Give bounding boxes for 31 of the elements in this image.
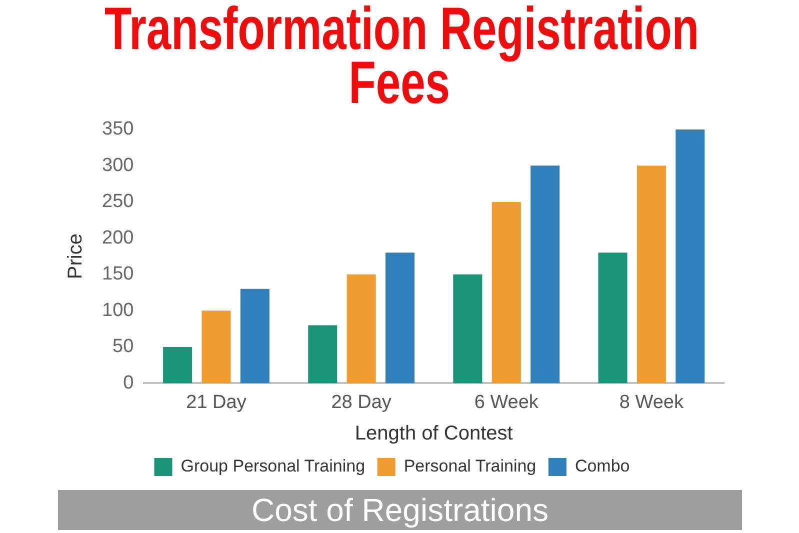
- bar: [453, 274, 482, 384]
- bar: [530, 166, 560, 384]
- bar: [385, 252, 415, 384]
- x-tick-label: 28 Day: [331, 392, 392, 413]
- y-axis-title: Price: [64, 234, 87, 280]
- x-axis-title: Length of Contest: [354, 422, 514, 445]
- bar: [308, 325, 338, 384]
- y-tick-label: 0: [123, 372, 134, 394]
- y-tick-label: 250: [102, 191, 134, 212]
- bar: [598, 252, 628, 384]
- chart-title: Transformation Registration Fees: [104, 0, 699, 116]
- legend-label: Group Personal Training: [180, 456, 366, 476]
- bar: [163, 346, 192, 384]
- y-tick-label: 100: [102, 300, 134, 321]
- text: Cost of Registrations: [58, 490, 742, 530]
- bar: [636, 166, 666, 384]
- y-tick-label: 150: [102, 264, 134, 285]
- bar: [492, 202, 521, 384]
- y-tick-label: 200: [102, 227, 134, 248]
- bar: [676, 129, 705, 384]
- x-tick-label: 21 Day: [186, 392, 247, 413]
- y-tick-label: 50: [112, 336, 134, 358]
- bar: [346, 274, 376, 384]
- bar: [202, 310, 231, 384]
- bar: [240, 288, 270, 384]
- y-tick-label: 350: [102, 118, 134, 140]
- x-tick-label: 8 Week: [619, 392, 684, 413]
- y-tick-label: 300: [102, 154, 134, 176]
- legend-label: Personal Training: [404, 456, 536, 476]
- legend-label: Combo: [574, 456, 630, 476]
- x-tick-label: 6 Week: [474, 392, 539, 413]
